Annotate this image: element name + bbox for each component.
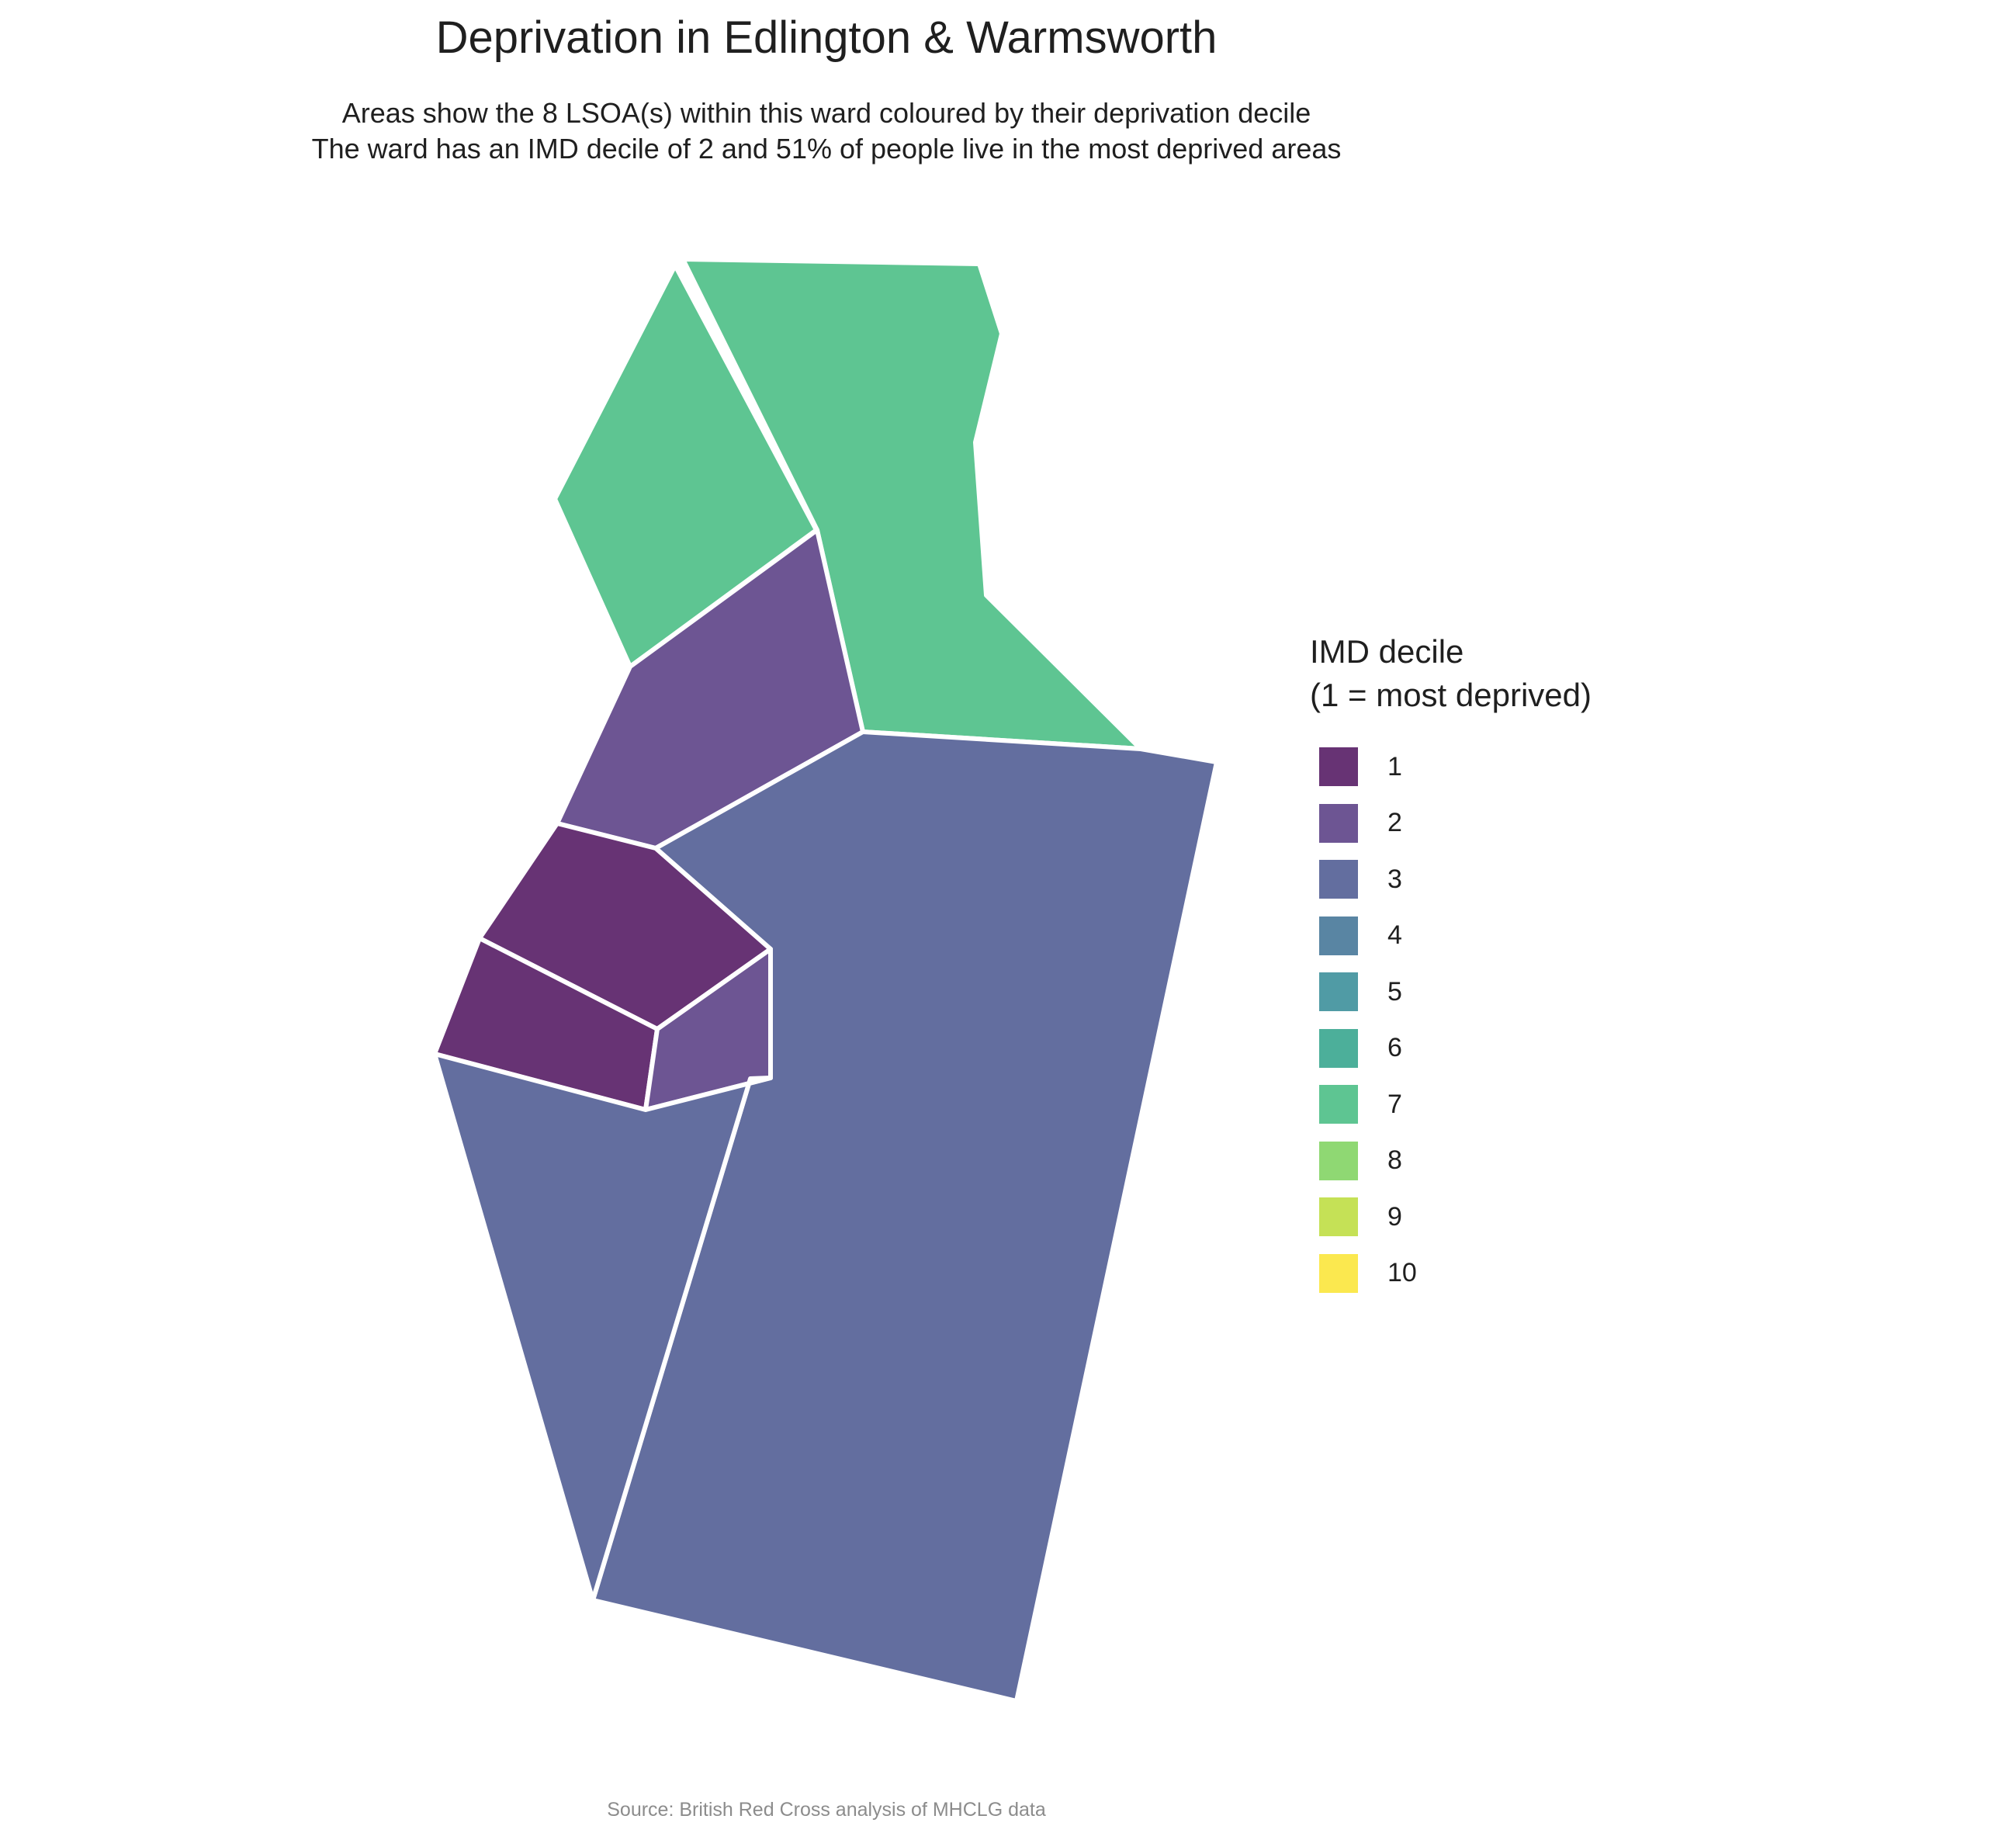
legend-swatch bbox=[1319, 972, 1358, 1012]
map-subtitle-line-1: Areas show the 8 LSOA(s) within this war… bbox=[341, 97, 1311, 129]
legend-item: 5 bbox=[1310, 964, 1592, 1020]
legend-item: 7 bbox=[1310, 1076, 1592, 1133]
legend-item: 2 bbox=[1310, 795, 1592, 852]
lsoa-area bbox=[432, 1052, 773, 1603]
legend-item: 1 bbox=[1310, 739, 1592, 795]
legend-swatch bbox=[1319, 916, 1358, 955]
legend-item: 4 bbox=[1310, 908, 1592, 965]
map-subtitle-line-2: The ward has an IMD decile of 2 and 51% … bbox=[311, 133, 1342, 165]
legend-swatch bbox=[1319, 1028, 1358, 1068]
legend-label: 8 bbox=[1387, 1145, 1402, 1176]
legend-label: 6 bbox=[1387, 1033, 1402, 1063]
legend-swatch bbox=[1319, 803, 1358, 843]
legend-item: 6 bbox=[1310, 1020, 1592, 1077]
legend-label: 4 bbox=[1387, 920, 1402, 951]
legend-items: 1 2 3 4 5 6 7 8 9 10 bbox=[1310, 739, 1592, 1301]
legend-item: 8 bbox=[1310, 1133, 1592, 1190]
legend-item: 9 bbox=[1310, 1189, 1592, 1246]
legend-swatch bbox=[1319, 1141, 1358, 1180]
legend: IMD decile (1 = most deprived) 1 2 3 4 5 6 7 8 9… bbox=[1310, 630, 1592, 1301]
source-caption: Source: British Red Cross analysis of MH… bbox=[607, 1799, 1046, 1821]
legend-swatch bbox=[1319, 1085, 1358, 1124]
legend-item: 10 bbox=[1310, 1246, 1592, 1302]
legend-title-line-1: IMD decile bbox=[1310, 633, 1464, 670]
legend-swatch bbox=[1319, 1253, 1358, 1293]
legend-swatch bbox=[1319, 860, 1358, 899]
map-title: Deprivation in Edlington & Warmsworth bbox=[435, 12, 1218, 63]
legend-label: 1 bbox=[1387, 751, 1402, 781]
legend-label: 5 bbox=[1387, 976, 1402, 1007]
legend-item: 3 bbox=[1310, 851, 1592, 908]
legend-label: 9 bbox=[1387, 1201, 1402, 1232]
legend-label: 2 bbox=[1387, 808, 1402, 838]
legend-label: 3 bbox=[1387, 864, 1402, 894]
legend-label: 7 bbox=[1387, 1089, 1402, 1119]
legend-title-line-2: (1 = most deprived) bbox=[1310, 677, 1592, 713]
legend-swatch bbox=[1319, 1197, 1358, 1237]
legend-swatch bbox=[1319, 747, 1358, 787]
legend-label: 10 bbox=[1387, 1258, 1417, 1288]
